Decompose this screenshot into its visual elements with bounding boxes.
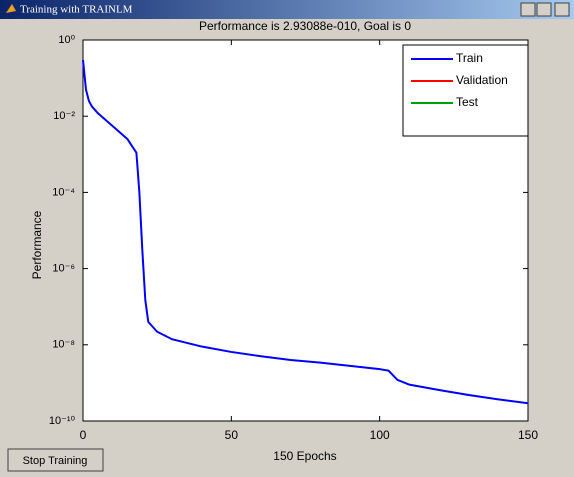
- x-tick-label: 0: [80, 428, 87, 442]
- y-axis-label: Performance: [30, 210, 44, 279]
- chart-title: Performance is 2.93088e-010, Goal is 0: [199, 19, 411, 33]
- y-tick-label: 10⁻⁴: [52, 186, 75, 198]
- minimize-button[interactable]: [521, 3, 535, 16]
- legend-label: Test: [456, 95, 479, 109]
- close-button[interactable]: [555, 3, 569, 16]
- window: Training with TRAINLM Performance is 2.9…: [0, 0, 574, 477]
- y-tick-label: 10⁻²: [53, 110, 75, 122]
- window-title: Training with TRAINLM: [20, 4, 133, 16]
- x-tick-label: 50: [225, 428, 239, 442]
- chart: Training with TRAINLM Performance is 2.9…: [0, 0, 574, 477]
- y-tick-label: 10⁻⁸: [52, 339, 75, 351]
- legend-label: Validation: [456, 73, 508, 87]
- maximize-button[interactable]: [537, 3, 551, 16]
- x-tick-label: 100: [370, 428, 390, 442]
- stop-button[interactable]: Stop Training: [8, 449, 103, 471]
- legend-label: Train: [456, 51, 483, 65]
- y-tick-label: 10⁰: [58, 34, 75, 46]
- y-tick-label: 10⁻⁶: [52, 263, 75, 275]
- button-label[interactable]: Stop Training: [23, 455, 88, 467]
- x-axis-label: 150 Epochs: [273, 449, 336, 463]
- y-tick-label: 10⁻¹⁰: [49, 415, 76, 427]
- x-tick-label: 150: [518, 428, 538, 442]
